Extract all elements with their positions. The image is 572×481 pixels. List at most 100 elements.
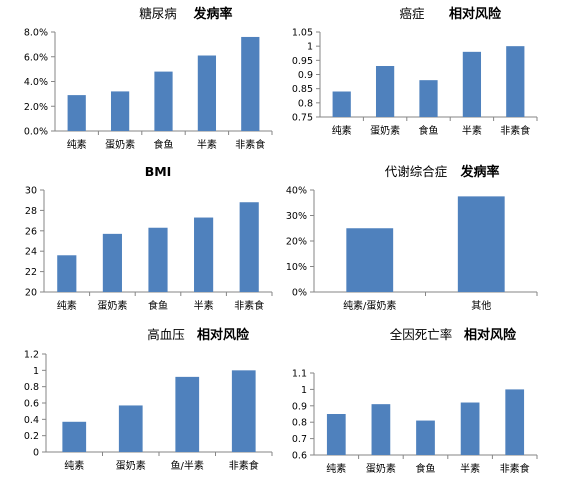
y-tick-label: 1.05 [292, 28, 313, 39]
x-tick-label: 蛋奶素 [116, 459, 146, 472]
bar-1 [326, 414, 346, 455]
y-tick-label: 0.2 [24, 431, 39, 442]
y-tick-label: 0.9 [292, 401, 307, 412]
x-tick-label: 非素食 [234, 299, 264, 312]
x-tick-label: 其他 [471, 299, 491, 312]
x-tick-label: 半素 [460, 462, 480, 475]
y-tick-label: 22 [25, 267, 37, 278]
chart-title-metric: 发病率 [192, 6, 232, 22]
x-tick-label: 纯素 [64, 459, 84, 472]
bar-1 [67, 95, 86, 131]
y-tick-label: 1 [33, 366, 39, 377]
x-tick-label: 半素 [197, 138, 217, 151]
chart-title-main: 高血压 [147, 327, 185, 342]
y-tick-label: 0.95 [292, 56, 313, 67]
bar-2 [371, 404, 391, 455]
bar-2 [118, 405, 143, 452]
bar-2 [375, 66, 395, 117]
x-tick-label: 食鱼 [154, 138, 174, 151]
y-tick-label: 0.6 [24, 399, 39, 410]
y-tick-label: 0.8 [298, 98, 313, 109]
chart-title-metric: 相对风险 [197, 327, 250, 343]
y-tick-label: 1.1 [292, 369, 307, 380]
x-tick-label: 食鱼 [419, 124, 439, 137]
x-tick-label: 非素食 [500, 124, 530, 137]
y-tick-label: 28 [25, 206, 37, 217]
bar-4 [231, 370, 256, 452]
y-tick-label: 4.0% [24, 77, 48, 88]
chart-title-main: 全因死亡率 [390, 327, 453, 342]
bar-1 [346, 228, 394, 292]
bar-4 [462, 51, 482, 118]
y-tick-label: 0.8 [24, 382, 39, 393]
y-tick-label: 0.8 [292, 418, 307, 429]
bar-2 [102, 233, 122, 292]
y-tick-label: 0.0% [24, 127, 48, 138]
y-tick-label: 1.2 [24, 350, 39, 361]
y-tick-label: 30% [286, 211, 307, 222]
y-tick-label: 0.9 [298, 70, 313, 81]
x-tick-label: 蛋奶素 [97, 299, 127, 312]
x-tick-label: 食鱼 [148, 299, 168, 312]
y-tick-label: 0.85 [292, 84, 313, 95]
y-tick-label: 40% [286, 186, 307, 197]
x-tick-label: 非素食 [229, 459, 259, 472]
bar-3 [154, 71, 173, 131]
bar-3 [175, 376, 200, 452]
chart-6: 全因死亡率 相对风险 0.6 0.7 0.8 0.9 1 1.1 纯素 蛋奶素 食鱼 半素 非素食 [292, 327, 538, 475]
bar-2 [110, 91, 130, 131]
bar-5 [506, 46, 525, 117]
bar-1 [62, 421, 87, 452]
bar-4 [460, 402, 480, 455]
x-tick-label: 纯素/蛋奶素 [343, 299, 396, 312]
y-tick-label: 24 [25, 247, 37, 258]
y-tick-label: 1 [301, 385, 307, 396]
y-tick-label: 0% [292, 288, 307, 299]
x-tick-label: 纯素 [326, 462, 346, 475]
y-tick-label: 0 [33, 448, 39, 459]
bar-4 [197, 55, 217, 132]
chart-3: BMI 20 22 24 26 28 30 纯素 蛋奶素 食鱼 半素 非素食 [25, 164, 273, 312]
y-tick-label: 0.6 [292, 451, 307, 462]
bar-5 [241, 36, 260, 132]
x-tick-label: 蛋奶素 [105, 138, 135, 151]
x-tick-label: 纯素 [332, 124, 352, 137]
y-tick-label: 26 [25, 226, 37, 237]
chart-title-main: BMI [145, 164, 172, 179]
chart-1: 糖尿病 发病率 0.0% 2.0% 4.0% 6.0% 8.0% 纯素 蛋奶素 食鱼 半素 非素食 [24, 6, 273, 151]
x-tick-label: 半素 [194, 299, 214, 312]
chart-4: 代谢综合症 发病率 0% 10% 20% 30% 40% 纯素/蛋奶素 其他 [286, 164, 538, 312]
bar-3 [419, 80, 438, 117]
chart-5: 高血压 相对风险 0 0.2 0.4 0.6 0.8 1 1.2 纯素 蛋奶素 鱼/半素 非素食 [24, 327, 273, 472]
bar-4 [194, 217, 214, 292]
y-tick-label: 2.0% [24, 102, 48, 113]
y-tick-label: 0.75 [292, 113, 313, 124]
chart-title-main: 代谢综合症 [385, 164, 448, 179]
x-tick-label: 纯素 [57, 299, 77, 312]
y-tick-label: 10% [286, 262, 307, 273]
chart-title-main: 糖尿病 [139, 6, 177, 21]
bar-1 [57, 255, 77, 292]
x-tick-label: 鱼/半素 [171, 459, 204, 472]
x-tick-label: 非素食 [235, 138, 265, 151]
y-tick-label: 8.0% [24, 28, 48, 39]
y-tick-label: 0.4 [24, 415, 39, 426]
y-tick-label: 0.7 [292, 434, 307, 445]
chart-title-metric: 相对风险 [449, 6, 502, 22]
bar-3 [148, 227, 168, 292]
x-tick-label: 食鱼 [416, 462, 436, 475]
x-tick-label: 蛋奶素 [366, 462, 396, 475]
bar-5 [239, 202, 259, 292]
x-tick-label: 非素食 [500, 462, 530, 475]
bar-5 [505, 389, 525, 455]
chart-title-main: 癌症 [399, 6, 424, 21]
x-tick-label: 半素 [462, 124, 482, 137]
y-tick-label: 1 [307, 42, 313, 53]
x-tick-label: 蛋奶素 [370, 124, 400, 137]
chart-title-metric: 发病率 [459, 164, 499, 180]
chart-title-metric: 相对风险 [464, 327, 517, 343]
y-tick-label: 20 [25, 288, 37, 299]
x-tick-label: 纯素 [67, 138, 87, 151]
bar-1 [332, 91, 351, 117]
